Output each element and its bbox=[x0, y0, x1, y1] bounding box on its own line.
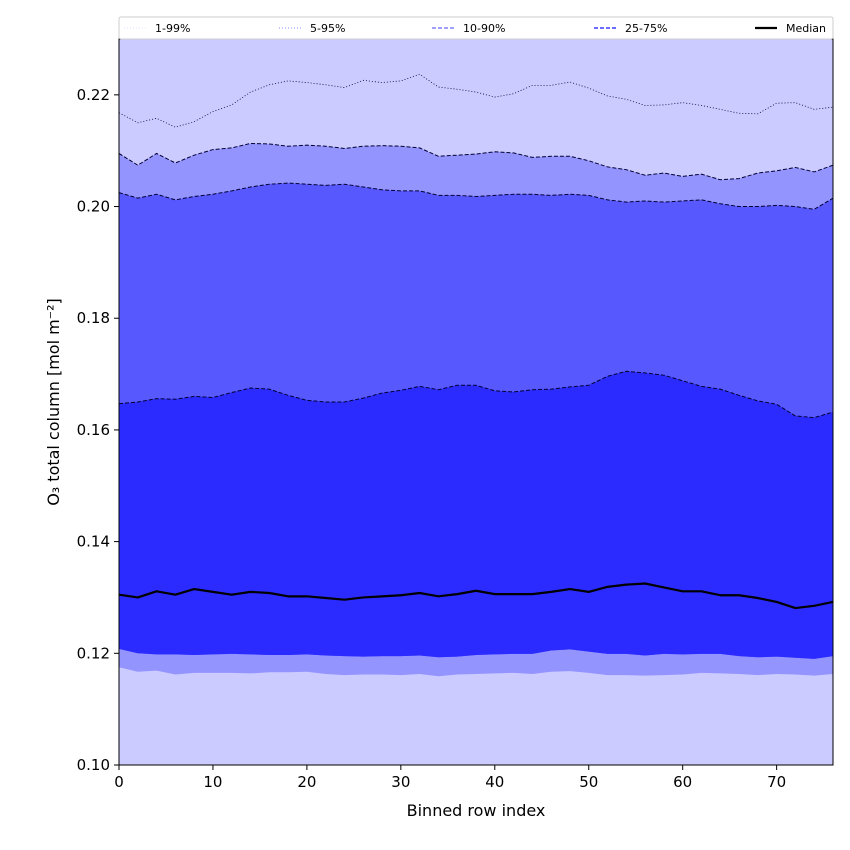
y-axis-title: O₃ total column [mol m⁻²] bbox=[44, 298, 63, 506]
legend-label: 1-99% bbox=[155, 22, 190, 35]
y-tick-label: 0.18 bbox=[77, 309, 110, 327]
y-tick-label: 0.14 bbox=[77, 533, 110, 551]
legend-label: 25-75% bbox=[625, 22, 667, 35]
x-tick-label: 0 bbox=[114, 773, 124, 791]
legend-label: Median bbox=[786, 22, 826, 35]
x-axis-title: Binned row index bbox=[407, 801, 546, 820]
y-tick-label: 0.16 bbox=[77, 421, 110, 439]
x-tick-label: 10 bbox=[203, 773, 222, 791]
y-tick-label: 0.22 bbox=[77, 86, 110, 104]
x-tick-label: 50 bbox=[579, 773, 598, 791]
x-axis: 0 10 20 30 40 50 60 70 bbox=[114, 765, 786, 791]
legend-label: 10-90% bbox=[463, 22, 505, 35]
legend-label: 5-95% bbox=[310, 22, 345, 35]
band-edge-inner-upper bbox=[119, 370, 833, 419]
band-edge-upper-3 bbox=[119, 182, 833, 210]
band-edge-upper-2 bbox=[119, 142, 833, 181]
y-tick-label: 0.12 bbox=[77, 644, 110, 662]
band-edge-upper-1 bbox=[119, 73, 833, 128]
plot-layers bbox=[119, 39, 833, 765]
x-tick-label: 60 bbox=[673, 773, 692, 791]
x-tick-label: 40 bbox=[485, 773, 504, 791]
y-axis: 0.10 0.12 0.14 0.16 0.18 0.20 0.22 bbox=[77, 86, 119, 774]
band-inner bbox=[119, 371, 833, 659]
x-tick-label: 30 bbox=[391, 773, 410, 791]
y-tick-label: 0.20 bbox=[77, 198, 110, 216]
legend-box bbox=[118, 16, 834, 40]
x-tick-label: 70 bbox=[767, 773, 786, 791]
y-tick-label: 0.10 bbox=[77, 756, 110, 774]
median-line bbox=[119, 582, 833, 610]
x-tick-label: 20 bbox=[297, 773, 316, 791]
legend: 1-99% 5-95% 10-90% 25-75% Median bbox=[118, 16, 834, 40]
plot-area bbox=[118, 38, 834, 766]
